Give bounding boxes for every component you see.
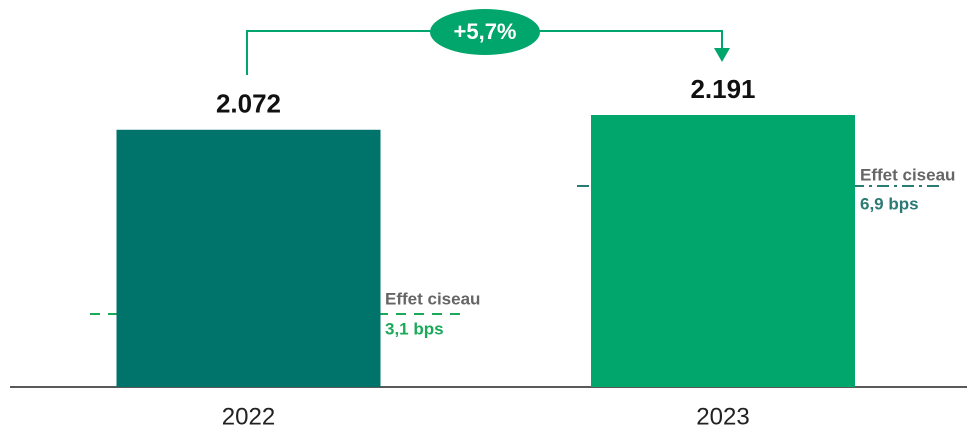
- bar: [116, 129, 381, 387]
- value-label: 2.072: [216, 89, 281, 119]
- value-label: 2.191: [690, 74, 755, 104]
- note-title: Effet ciseau: [860, 165, 955, 184]
- change-label: +5,7%: [454, 19, 517, 44]
- note-text: 6,9 bps: [860, 194, 919, 213]
- note-title: Effet ciseau: [385, 289, 480, 308]
- bar: [591, 115, 855, 387]
- x-tick-label: 2022: [222, 403, 275, 430]
- arrow-head: [714, 48, 730, 62]
- x-tick-label: 2023: [696, 403, 749, 430]
- note-text: 3,1 bps: [385, 319, 444, 338]
- change-badge: [430, 9, 540, 55]
